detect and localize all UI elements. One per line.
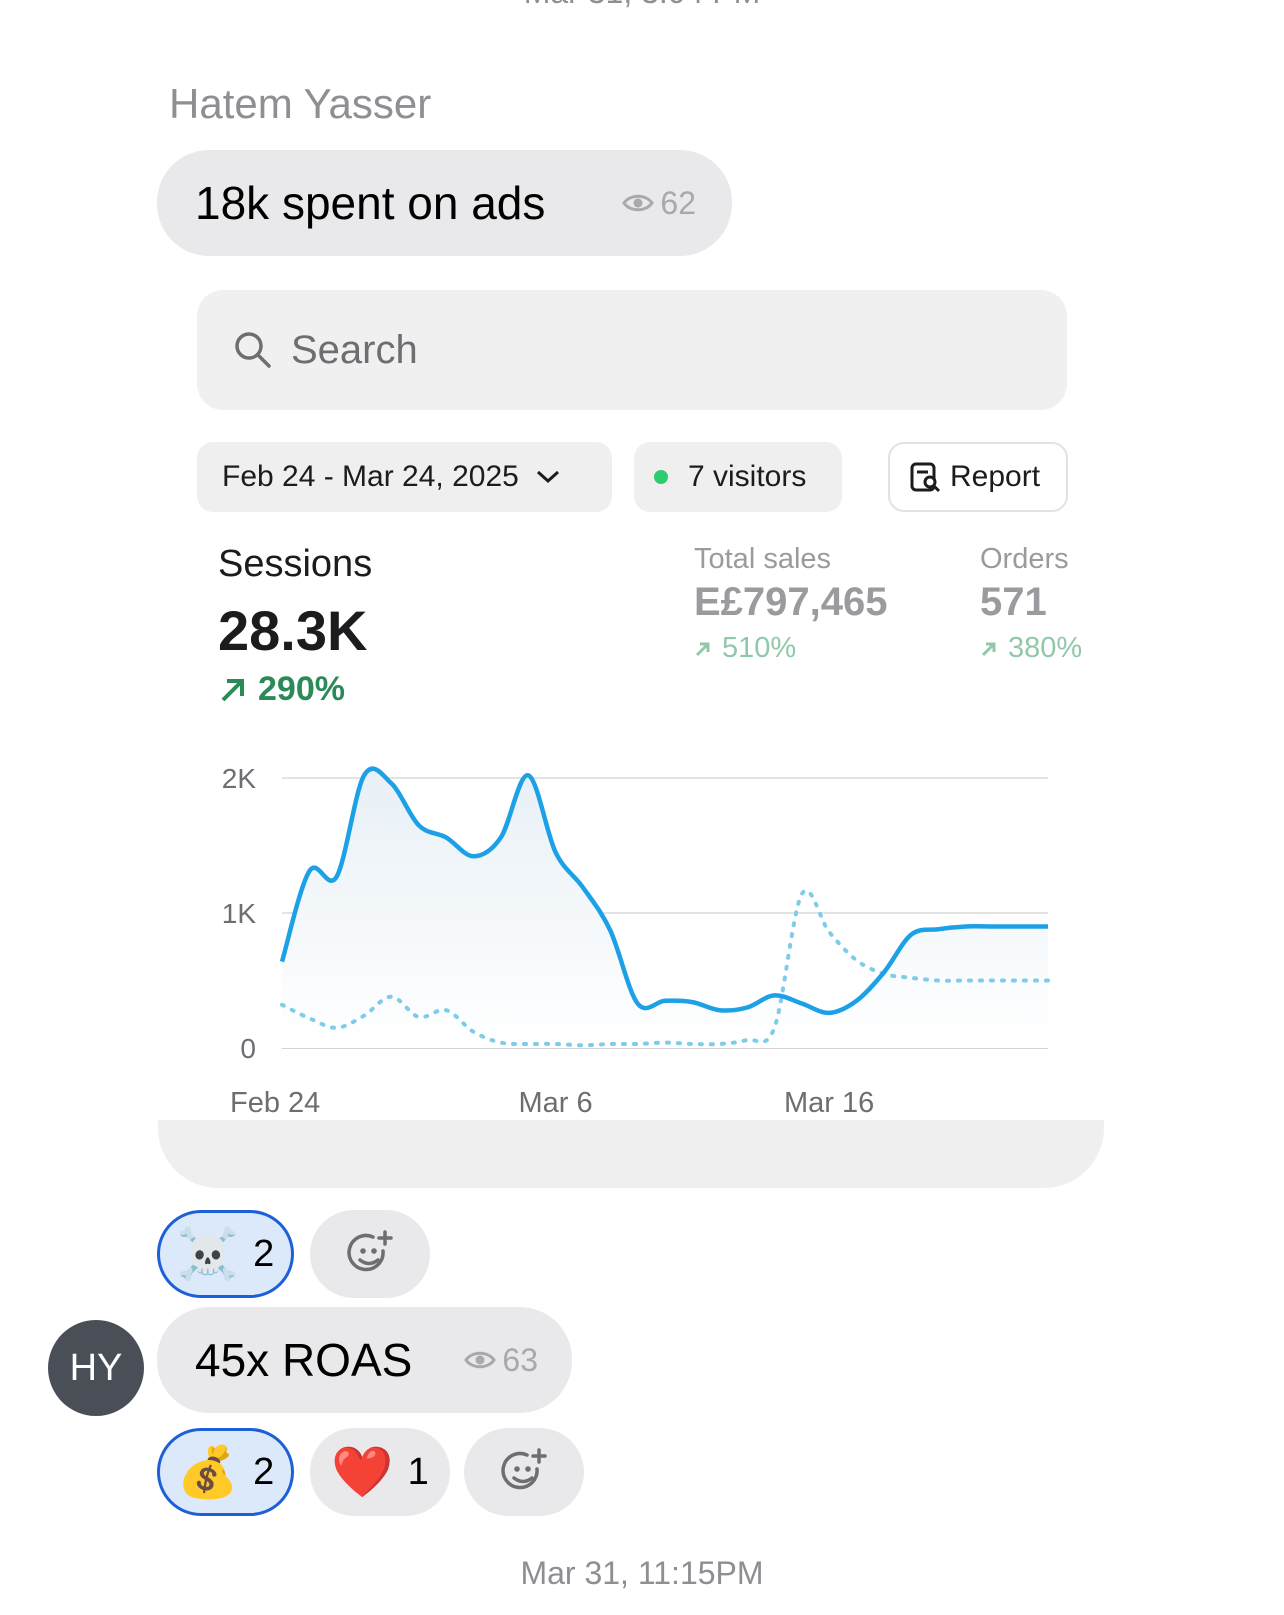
- y-tick-label: 0: [240, 1033, 256, 1064]
- total-sales-label: Total sales: [694, 543, 832, 575]
- reaction-money-bag[interactable]: 💰 2: [157, 1428, 294, 1516]
- arrow-up-right-icon: [981, 642, 996, 656]
- add-reaction-button[interactable]: [310, 1210, 430, 1298]
- message-text: 18k spent on ads: [195, 177, 546, 229]
- sessions-line-chart: 0 1K 2K Feb 24 Mar 6 Mar 16: [222, 763, 1050, 1119]
- reaction-count: 2: [253, 1232, 275, 1275]
- chevron-down-icon: [536, 470, 559, 484]
- eye-icon: [464, 1351, 497, 1369]
- y-tick-label: 1K: [222, 898, 257, 929]
- total-sales-change: 510%: [694, 632, 796, 665]
- orders-change: 380%: [980, 632, 1082, 665]
- message-bubble[interactable]: 18k spent on ads 62: [157, 150, 732, 256]
- add-reaction-icon: [347, 1230, 393, 1272]
- view-count: 62: [622, 185, 696, 222]
- sessions-value: 28.3K: [218, 599, 368, 662]
- report-button[interactable]: Report: [888, 442, 1068, 512]
- reaction-skull[interactable]: ☠️ 2: [157, 1210, 294, 1298]
- avatar[interactable]: HY: [48, 1320, 144, 1416]
- chart-area-fill: [282, 768, 1048, 1048]
- arrow-up-right-icon: [695, 642, 710, 656]
- date-range-picker[interactable]: Feb 24 - Mar 24, 2025: [197, 442, 612, 512]
- total-sales-change-value: 510%: [722, 632, 797, 664]
- message-timestamp: Mar 31, 11:15PM: [520, 1555, 764, 1591]
- reaction-count: 2: [253, 1450, 275, 1493]
- search-bar[interactable]: Search: [197, 290, 1067, 410]
- attachment-image-frame[interactable]: [158, 1120, 1104, 1188]
- report-label: Report: [950, 460, 1041, 493]
- total-sales-value: E£797,465: [694, 580, 888, 624]
- view-count: 63: [464, 1342, 538, 1379]
- arrow-up-right-icon: [221, 678, 244, 701]
- eye-icon: [622, 194, 655, 212]
- message-text: 45x ROAS: [195, 1334, 413, 1386]
- y-tick-label: 2K: [222, 763, 257, 794]
- x-tick-label: Feb 24: [230, 1087, 320, 1119]
- add-reaction-icon: [501, 1448, 547, 1490]
- sessions-label: Sessions: [218, 543, 373, 585]
- previous-timestamp: Mar 31, 3:04 PM: [0, 0, 1284, 11]
- date-range-label: Feb 24 - Mar 24, 2025: [222, 460, 519, 493]
- skull-crossbones-icon: ☠️: [176, 1226, 240, 1282]
- search-icon: [235, 332, 271, 368]
- add-reaction-button[interactable]: [464, 1428, 584, 1516]
- reaction-count: 1: [407, 1450, 429, 1493]
- orders-value: 571: [980, 580, 1047, 624]
- reaction-heart[interactable]: ❤️ 1: [310, 1428, 450, 1516]
- view-count-value: 62: [660, 184, 696, 221]
- x-tick-label: Mar 6: [519, 1087, 593, 1119]
- money-bag-icon: 💰: [176, 1444, 240, 1500]
- visitors-pill[interactable]: 7 visitors: [634, 442, 842, 512]
- report-icon: [910, 462, 941, 493]
- comparison-series-line: [280, 888, 1050, 1048]
- sessions-series-line: [279, 766, 1048, 1016]
- visitors-label: 7 visitors: [688, 460, 807, 493]
- message-bubble[interactable]: 45x ROAS 63: [157, 1307, 572, 1413]
- sessions-change-value: 290%: [258, 670, 345, 708]
- view-count-value: 63: [502, 1341, 538, 1378]
- heart-icon: ❤️: [331, 1444, 394, 1500]
- x-tick-label: Mar 16: [784, 1087, 874, 1119]
- orders-label: Orders: [980, 543, 1069, 575]
- sender-name: Hatem Yasser: [169, 80, 432, 127]
- sessions-change: 290%: [218, 670, 345, 709]
- search-placeholder: Search: [291, 327, 418, 372]
- live-dot-icon: [654, 470, 668, 484]
- orders-change-value: 380%: [1008, 632, 1083, 664]
